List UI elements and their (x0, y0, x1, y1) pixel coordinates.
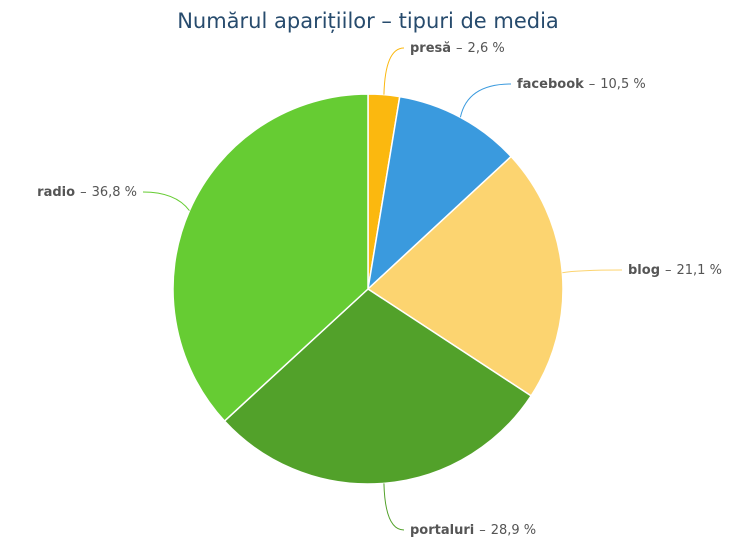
connector (383, 47, 405, 95)
label-sep: – (80, 185, 87, 200)
label-name: blog (628, 263, 660, 278)
pie-slice (223, 288, 533, 485)
label-value: 10,5 % (600, 77, 645, 92)
label-sep: – (589, 77, 596, 92)
label-sep: – (479, 523, 486, 538)
label-name: portaluri (410, 523, 474, 538)
label-value: 28,9 % (491, 523, 536, 538)
data-label: presă –2,6 % (410, 41, 505, 56)
connector (142, 191, 190, 211)
data-label: radio –36,8 % (37, 185, 137, 200)
label-name: facebook (517, 77, 584, 92)
label-sep: – (665, 263, 672, 278)
data-label: blog –21,1 % (628, 263, 722, 278)
pie-slice (172, 93, 369, 423)
label-name: presă (410, 41, 451, 56)
connector (562, 269, 623, 274)
data-label: facebook –10,5 % (517, 77, 646, 92)
label-value: 36,8 % (92, 185, 137, 200)
pie-slice (366, 155, 564, 397)
data-label: portaluri –28,9 % (410, 523, 536, 538)
chart-title: Numărul aparițiilor – tipuri de media (177, 9, 559, 33)
label-name: radio (37, 185, 75, 200)
pie-slice (366, 95, 513, 292)
label-value: 2,6 % (468, 41, 505, 56)
label-sep: – (456, 41, 463, 56)
connector (383, 483, 405, 531)
connector (459, 83, 512, 118)
label-value: 21,1 % (677, 263, 722, 278)
